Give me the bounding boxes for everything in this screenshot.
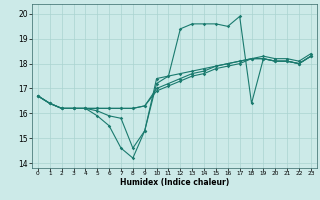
X-axis label: Humidex (Indice chaleur): Humidex (Indice chaleur) [120,178,229,187]
